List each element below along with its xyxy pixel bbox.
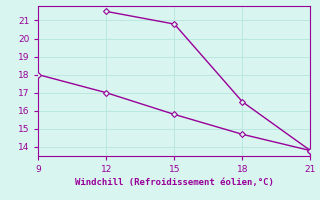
X-axis label: Windchill (Refroidissement éolien,°C): Windchill (Refroidissement éolien,°C) bbox=[75, 178, 274, 187]
